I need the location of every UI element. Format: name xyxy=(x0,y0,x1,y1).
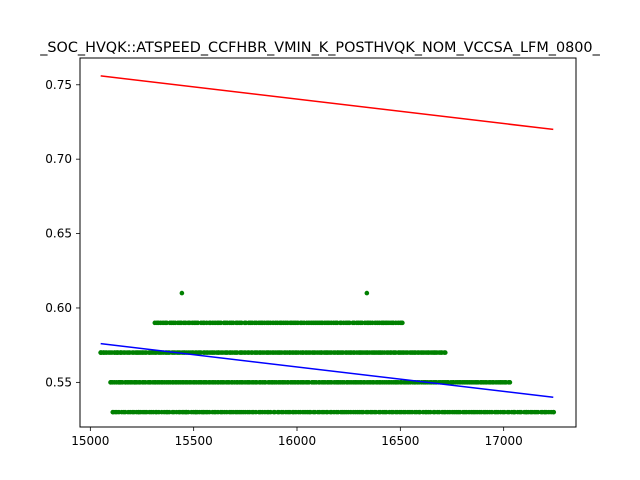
x-tick-label: 16000 xyxy=(278,434,316,448)
lines-layer xyxy=(100,75,554,398)
x-tick-label: 15000 xyxy=(71,434,109,448)
data-point xyxy=(364,290,370,296)
red-line xyxy=(100,75,554,131)
data-point xyxy=(179,290,185,296)
blue-line xyxy=(100,342,554,398)
data-point xyxy=(542,409,548,415)
y-tick-label: 0.75 xyxy=(45,78,72,92)
data-point xyxy=(123,380,128,385)
data-point xyxy=(108,380,114,385)
y-tick-label: 0.65 xyxy=(45,227,72,241)
x-tick-label: 16500 xyxy=(381,434,419,448)
data-point xyxy=(507,380,513,385)
data-point xyxy=(193,409,199,415)
data-point xyxy=(118,350,123,355)
x-tick-label: 15500 xyxy=(175,434,213,448)
data-point xyxy=(110,409,116,415)
chart-title: _SOC_HVQK::ATSPEED_CCFHBR_VMIN_K_POSTHVQ… xyxy=(39,40,600,56)
data-point xyxy=(135,350,141,355)
data-point xyxy=(101,350,107,355)
y-tick-label: 0.60 xyxy=(45,301,72,315)
plot-frame xyxy=(79,57,577,428)
data-point xyxy=(133,380,139,385)
data-point xyxy=(136,409,142,415)
y-axis: 0.55 0.60 0.65 0.70 0.75 xyxy=(45,78,80,389)
y-tick-label: 0.70 xyxy=(45,152,72,166)
data-point xyxy=(184,409,189,415)
data-point xyxy=(116,380,122,385)
points-layer xyxy=(98,290,557,415)
y-tick-label: 0.55 xyxy=(45,375,72,389)
data-point xyxy=(390,320,396,326)
x-tick-label: 17000 xyxy=(485,434,523,448)
data-point xyxy=(201,409,207,415)
data-point xyxy=(195,320,201,326)
data-point xyxy=(524,409,529,415)
x-axis: 15000 15500 16000 16500 17000 xyxy=(71,427,523,448)
data-point xyxy=(381,320,387,326)
data-point xyxy=(550,409,556,415)
data-point xyxy=(400,320,405,326)
data-point xyxy=(347,320,352,326)
data-point xyxy=(443,350,448,355)
data-point xyxy=(511,409,517,415)
